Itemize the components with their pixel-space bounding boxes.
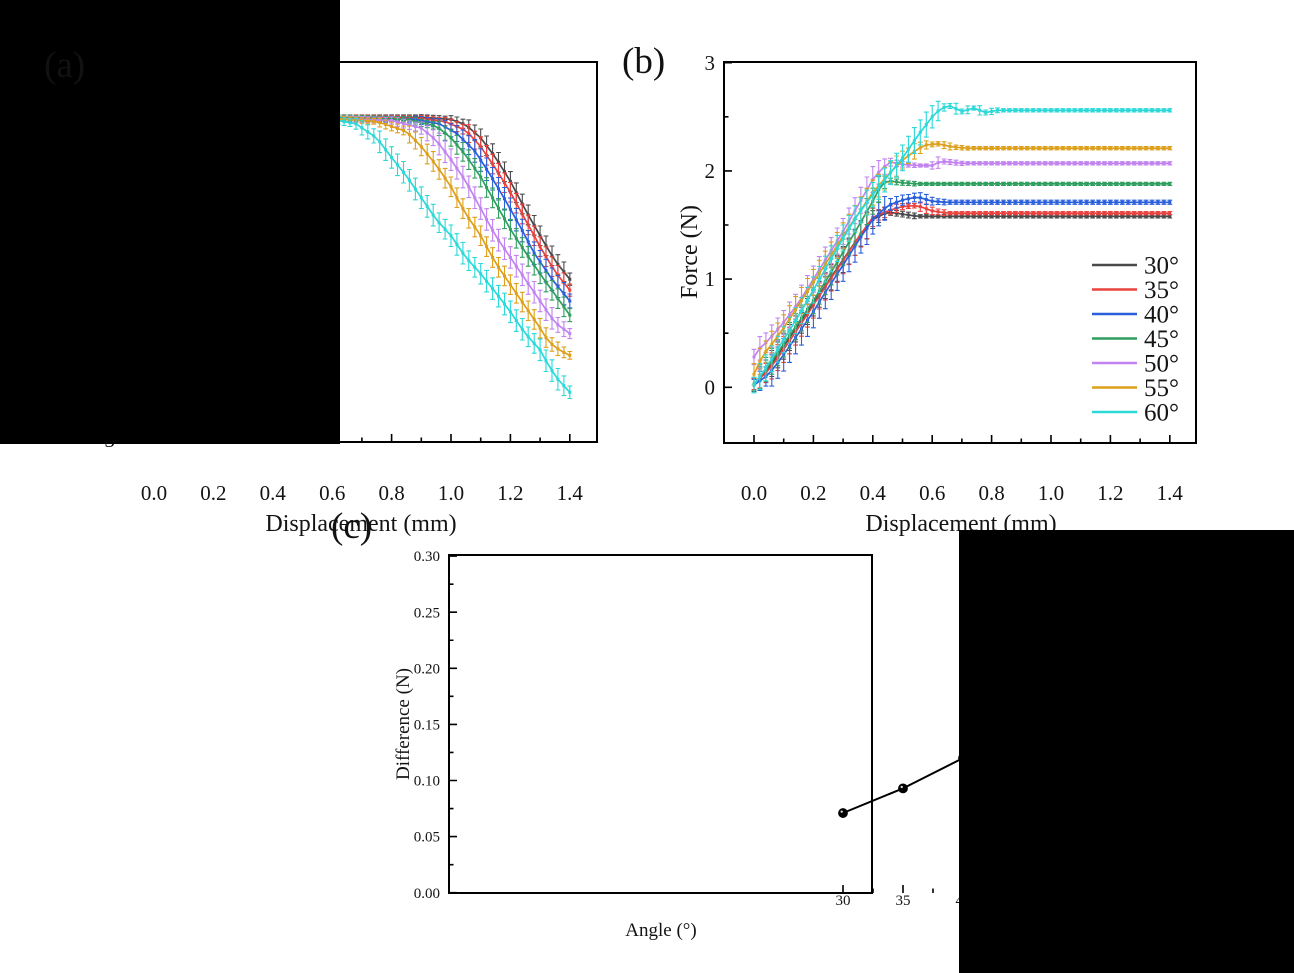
y-tick-label: 3 xyxy=(705,51,716,75)
x-tick-label: 1.4 xyxy=(557,481,584,505)
series-line-40° xyxy=(753,196,1170,386)
y-tick-label: 0 xyxy=(705,375,716,399)
error-bars-50° xyxy=(751,156,1173,366)
marker-ball xyxy=(838,808,848,818)
x-tick-label: 0.2 xyxy=(200,481,226,505)
y-axis-title-c: Difference (N) xyxy=(393,668,414,780)
x-tick-label: 0.4 xyxy=(860,481,887,505)
axis-frame-c xyxy=(448,554,873,894)
legend-label-60°: 60° xyxy=(1144,399,1179,426)
x-axis-title-a: Displacement (mm) xyxy=(265,511,456,537)
legend-label-40°: 40° xyxy=(1144,301,1179,328)
x-tick-label: 0.0 xyxy=(741,481,767,505)
x-tick-label: 0.8 xyxy=(978,481,1004,505)
x-tick-label: 35 xyxy=(896,893,911,909)
x-tick-label: 0.4 xyxy=(260,481,287,505)
legend-label-30°: 30° xyxy=(1144,252,1179,279)
series-markers-50° xyxy=(752,160,1172,359)
marker-highlight xyxy=(840,810,843,813)
marker-ball xyxy=(898,783,908,794)
x-tick-label: 1.2 xyxy=(1097,481,1123,505)
series-line-50° xyxy=(753,160,1170,358)
y-tick-label: 2 xyxy=(705,159,716,183)
axis-frame-b xyxy=(723,61,1197,444)
x-tick-label: 1.4 xyxy=(1157,481,1184,505)
redaction-block-right xyxy=(959,530,1294,973)
panel-c-label: (c) xyxy=(331,506,373,547)
data-area-b xyxy=(751,100,1173,394)
x-tick-label: 0.0 xyxy=(141,481,167,505)
y-axis-title-b: Force (N) xyxy=(677,205,703,299)
marker-highlight xyxy=(900,785,903,789)
y-tick-label: 0.30 xyxy=(414,549,440,565)
x-tick-label: 1.2 xyxy=(497,481,523,505)
legend-label-45°: 45° xyxy=(1144,326,1179,353)
data-point-30 xyxy=(838,808,848,818)
y-tick-label: 0.05 xyxy=(414,830,440,846)
error-bars-55° xyxy=(751,140,1173,386)
x-tick-label: 0.8 xyxy=(378,481,404,505)
x-tick-label: 0.2 xyxy=(800,481,826,505)
x-tick-label: 0.6 xyxy=(319,481,345,505)
y-tick-label: 0.15 xyxy=(414,718,440,734)
data-point-35 xyxy=(898,783,908,794)
legend-label-50°: 50° xyxy=(1144,350,1179,377)
y-tick-label: 1 xyxy=(705,267,716,291)
panel-b-label: (b) xyxy=(622,41,666,82)
y-tick-label: 0.00 xyxy=(414,886,440,902)
legend-label-55°: 55° xyxy=(1144,375,1179,402)
x-tick-label: 1.0 xyxy=(438,481,464,505)
panel-b: 0.0 0.2 0.4 0.6 0.8 1.0 1.2 1.40123Displacement… xyxy=(677,51,1197,537)
y-tick-label: 0.10 xyxy=(414,774,440,790)
series-markers-55° xyxy=(752,142,1172,376)
y-tick-label: 0.20 xyxy=(414,661,440,677)
legend-b: 30°35°40°45°50°55°60° xyxy=(1092,252,1179,426)
y-tick-label: 0.25 xyxy=(414,605,440,621)
x-axis-title-c: Angle (°) xyxy=(625,920,696,941)
series-markers-40° xyxy=(752,196,1172,387)
series-line-30° xyxy=(753,211,1170,386)
x-tick-label: 1.0 xyxy=(1038,481,1064,505)
axis-ticks-b xyxy=(724,61,1171,443)
redaction-block-left xyxy=(0,0,340,444)
legend-label-35°: 35° xyxy=(1144,277,1179,304)
x-tick-label: 30 xyxy=(836,893,851,909)
x-tick-label: 0.6 xyxy=(919,481,945,505)
series-markers-45° xyxy=(752,179,1172,386)
panel-a-label: (a) xyxy=(44,45,86,86)
